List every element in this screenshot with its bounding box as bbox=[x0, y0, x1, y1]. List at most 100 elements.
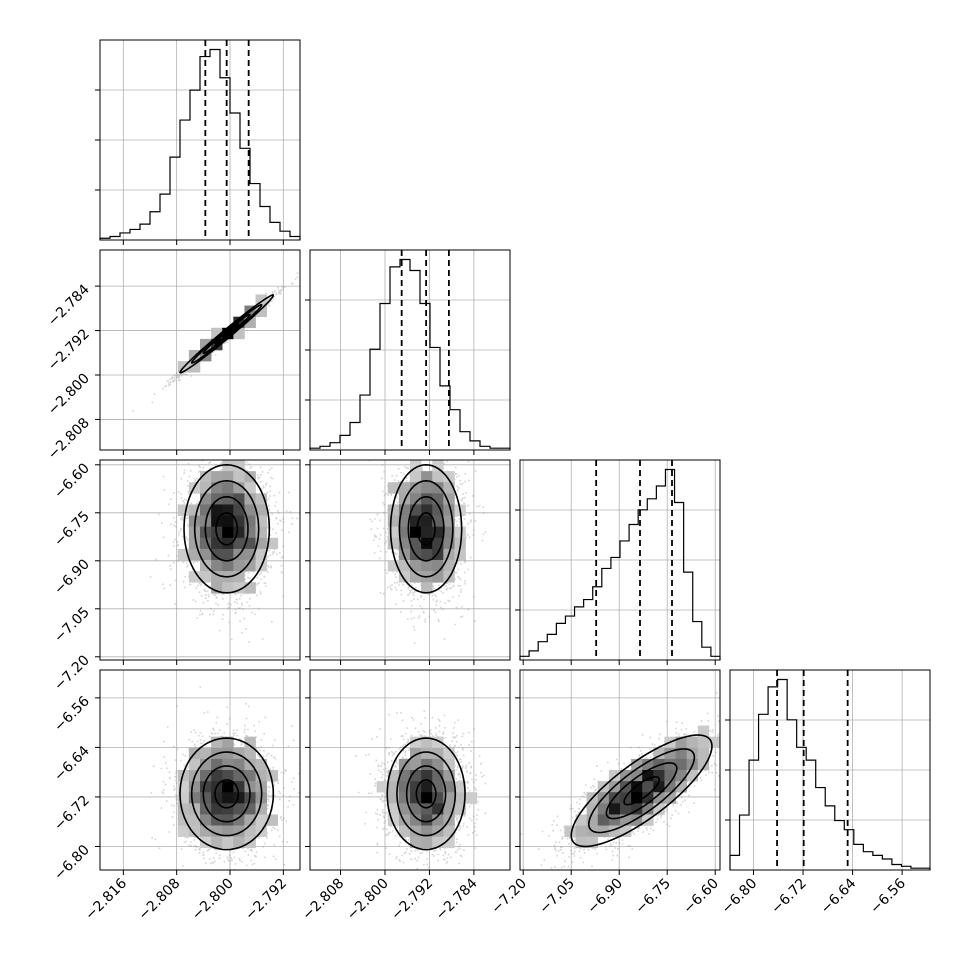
hist-panel-1 bbox=[305, 249, 511, 451]
pair-3-2-density-cell bbox=[564, 825, 576, 837]
pair-3-1-density-cell bbox=[387, 770, 400, 782]
pair-3-1-density-cell bbox=[432, 803, 444, 815]
pair-2-0-density-cell bbox=[222, 504, 234, 516]
pair-3-0-density-cell bbox=[255, 770, 267, 782]
pair-3-2-density-cell bbox=[642, 792, 654, 804]
hist-1-frame bbox=[309, 249, 511, 451]
pair-2-1-density-cell bbox=[410, 537, 422, 550]
pair-3-2-contour-0 bbox=[623, 776, 661, 806]
pair-2-0-density-cell bbox=[233, 471, 245, 483]
pair-2-1-density-cell bbox=[443, 504, 455, 516]
hist-2-steps bbox=[519, 468, 721, 660]
pair-2-0-density-cell bbox=[188, 571, 201, 583]
pair-2-1-density-cell bbox=[410, 526, 422, 539]
pair-2-0-density-cell bbox=[200, 471, 212, 483]
pair-3-0-density-cell bbox=[244, 814, 256, 826]
pair-2-0-density-cell bbox=[244, 526, 256, 539]
pair-2-1-density-cell bbox=[398, 504, 411, 516]
pair-3-0-density-cell bbox=[222, 825, 234, 837]
pair-panel-3-0 bbox=[99, 669, 301, 871]
hist-3-frame bbox=[729, 669, 931, 871]
pair-2-0-density-cell bbox=[244, 504, 256, 516]
pair-3-1-density-cell bbox=[410, 736, 422, 749]
pair-3-0-density-cell bbox=[244, 770, 256, 782]
pair-2-0-density-cell bbox=[200, 571, 212, 583]
pair-3-2-density-cell bbox=[575, 825, 587, 837]
pair-3-0-density-cell bbox=[211, 792, 223, 804]
pair-2-0-density-cell bbox=[222, 482, 234, 494]
pair-2-0-density-cell bbox=[211, 471, 223, 483]
pair-3-1-density-cell bbox=[410, 758, 422, 771]
pair-3-2-density-cell bbox=[608, 803, 621, 815]
pair-2-0-density-cell bbox=[233, 571, 245, 583]
pair-content-3-1 bbox=[310, 670, 510, 870]
pair-3-2-density-cell bbox=[686, 770, 699, 782]
pair-content-3-0 bbox=[100, 670, 300, 870]
pair-3-2-density-cell bbox=[597, 803, 610, 815]
pair-3-2-density-cell bbox=[653, 747, 665, 760]
hist-panel-2 bbox=[515, 459, 721, 661]
pair-2-1-density-cell bbox=[421, 515, 433, 527]
pair-3-0-density-cell bbox=[200, 758, 212, 771]
pair-2-0-density-cell bbox=[211, 493, 223, 505]
pair-2-1-density-cell bbox=[410, 471, 422, 483]
pair-2-1-density-cell bbox=[398, 537, 411, 550]
pair-3-1-density-cell bbox=[432, 736, 444, 749]
pair-2-1-density-cell bbox=[410, 460, 422, 472]
pair-2-0-density-cell bbox=[222, 560, 234, 572]
pair-2-1-density-cell bbox=[410, 493, 422, 505]
pair-3-0-density-cell bbox=[211, 770, 223, 782]
pair-3-1-density-cell bbox=[432, 836, 444, 849]
pair-content-3-2 bbox=[520, 670, 720, 870]
pair-3-2-density-cell bbox=[575, 836, 587, 849]
pair-3-2-density-cell bbox=[586, 836, 599, 849]
pair-2-1-density-cell bbox=[398, 515, 411, 527]
pair-3-1-density-cell bbox=[421, 736, 433, 749]
pair-2-1-density-cell bbox=[387, 515, 400, 527]
pair-3-0-density-cell bbox=[177, 770, 190, 782]
pair-2-1-density-cell bbox=[421, 537, 433, 550]
pair-3-1-density-cell bbox=[410, 825, 422, 837]
pair-2-1-density-cell bbox=[410, 560, 422, 572]
pair-2-1-density-cell bbox=[387, 537, 400, 550]
pair-2-1-density-cell bbox=[421, 560, 433, 572]
pair-3-0-density-cell bbox=[233, 758, 245, 771]
pair-panel-2-0 bbox=[99, 459, 301, 661]
pair-3-2-density-cell bbox=[642, 770, 654, 782]
pair-3-0-density-cell bbox=[177, 792, 190, 804]
pair-3-2-contour-2 bbox=[587, 748, 696, 834]
pair-2-0-density-cell bbox=[255, 493, 267, 505]
pair-2-1-density-cell bbox=[432, 493, 444, 505]
pair-2-1-density-cell bbox=[410, 571, 422, 583]
pair-3-0-density-cell bbox=[177, 825, 190, 837]
pair-3-1-density-cell bbox=[398, 803, 411, 815]
hist-2-frame bbox=[519, 459, 721, 661]
pair-3-2-density-cell bbox=[697, 758, 710, 771]
pair-3-0-density-cell bbox=[233, 792, 245, 804]
pair-2-0-contour-0 bbox=[215, 511, 239, 546]
pair-2-0-density-cell bbox=[233, 560, 245, 572]
pair-3-2-density-cell bbox=[653, 803, 665, 815]
pair-2-0-density-cell bbox=[244, 515, 256, 527]
pair-3-0-density-cell bbox=[222, 814, 234, 826]
pair-3-2-density-cell bbox=[608, 825, 621, 837]
pair-3-1-density-cell bbox=[398, 781, 411, 793]
pair-3-0-frame bbox=[99, 669, 301, 871]
pair-3-0-density-cell bbox=[222, 781, 234, 793]
pair-3-1-density-cell bbox=[387, 814, 400, 826]
pair-1-0-frame bbox=[99, 249, 301, 451]
pair-2-0-density-cell bbox=[222, 493, 234, 505]
pair-content-1-0 bbox=[100, 250, 300, 450]
pair-3-1-contour-3 bbox=[386, 737, 466, 851]
pair-1-0-contour-0 bbox=[214, 323, 240, 345]
pair-3-0-density-cell bbox=[200, 770, 212, 782]
pair-3-0-density-cell bbox=[266, 814, 279, 826]
pair-2-0-density-cell bbox=[244, 482, 256, 494]
pair-1-0-density-cell bbox=[255, 305, 267, 317]
pair-3-1-density-cell bbox=[387, 803, 400, 815]
pair-2-1-density-cell bbox=[387, 504, 400, 516]
pair-2-0-density-cell bbox=[188, 537, 201, 550]
pair-2-0-density-cell bbox=[188, 548, 201, 561]
pair-1-0-density-cell bbox=[200, 338, 212, 351]
